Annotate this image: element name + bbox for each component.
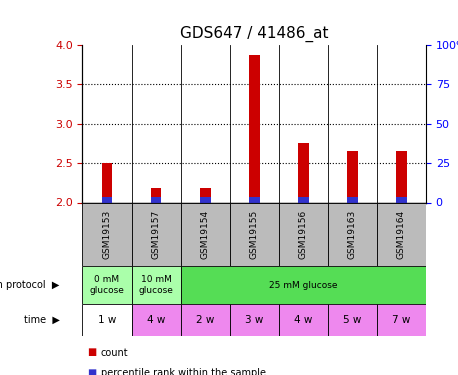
Bar — [200, 197, 211, 202]
Bar — [279, 202, 328, 266]
Bar — [328, 202, 377, 266]
Bar — [151, 197, 161, 202]
Text: 7 w: 7 w — [392, 315, 410, 325]
Bar — [298, 197, 309, 202]
Text: growth protocol  ▶: growth protocol ▶ — [0, 280, 60, 290]
Text: 25 mM glucose: 25 mM glucose — [269, 280, 338, 290]
Bar — [102, 163, 112, 202]
Text: GSM19157: GSM19157 — [152, 210, 161, 259]
Text: 1 w: 1 w — [98, 315, 116, 325]
Bar — [82, 266, 131, 304]
Bar — [229, 304, 279, 336]
Bar — [82, 304, 131, 336]
Bar — [82, 202, 131, 266]
Text: ■: ■ — [87, 348, 96, 357]
Bar — [396, 197, 407, 202]
Bar — [377, 202, 426, 266]
Text: GSM19153: GSM19153 — [103, 210, 111, 259]
Text: count: count — [101, 348, 128, 357]
Bar — [131, 202, 180, 266]
Bar — [328, 304, 377, 336]
Bar — [396, 152, 407, 202]
Text: percentile rank within the sample: percentile rank within the sample — [101, 368, 266, 375]
Text: 5 w: 5 w — [343, 315, 361, 325]
Text: GSM19163: GSM19163 — [348, 210, 357, 259]
Text: GSM19164: GSM19164 — [397, 210, 406, 259]
Bar — [180, 266, 426, 304]
Bar — [229, 202, 279, 266]
Text: GSM19154: GSM19154 — [201, 210, 210, 259]
Text: 0 mM
glucose: 0 mM glucose — [89, 275, 125, 295]
Bar — [180, 304, 229, 336]
Bar — [279, 304, 328, 336]
Text: GSM19155: GSM19155 — [250, 210, 259, 259]
Text: GSM19156: GSM19156 — [299, 210, 308, 259]
Bar — [347, 197, 358, 202]
Title: GDS647 / 41486_at: GDS647 / 41486_at — [180, 26, 328, 42]
Bar — [151, 188, 161, 202]
Text: 2 w: 2 w — [196, 315, 214, 325]
Text: time  ▶: time ▶ — [24, 315, 60, 325]
Bar — [249, 55, 260, 202]
Bar — [200, 188, 211, 202]
Bar — [102, 197, 112, 202]
Bar — [249, 197, 260, 202]
Bar — [377, 304, 426, 336]
Bar — [131, 266, 180, 304]
Text: ■: ■ — [87, 368, 96, 375]
Text: 4 w: 4 w — [147, 315, 165, 325]
Bar — [347, 152, 358, 202]
Text: 4 w: 4 w — [294, 315, 312, 325]
Bar — [131, 304, 180, 336]
Bar — [298, 144, 309, 202]
Text: 3 w: 3 w — [245, 315, 263, 325]
Bar — [180, 202, 229, 266]
Text: 10 mM
glucose: 10 mM glucose — [139, 275, 174, 295]
